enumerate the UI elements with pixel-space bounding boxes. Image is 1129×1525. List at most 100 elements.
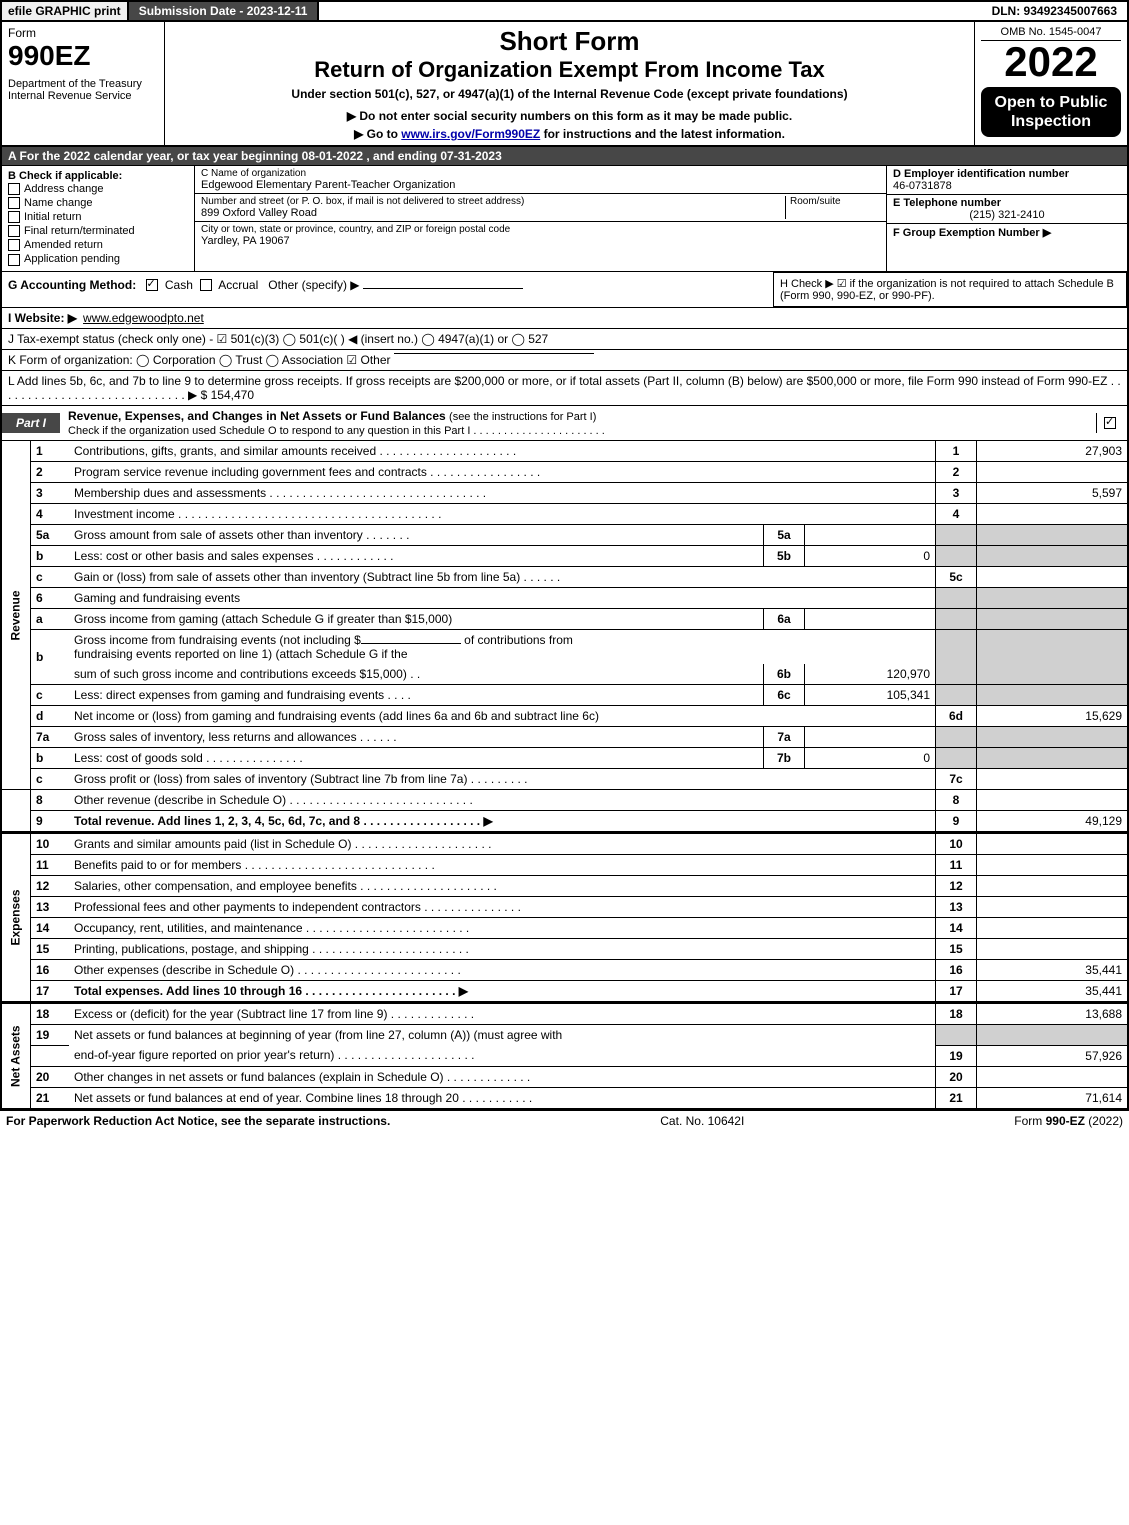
table-row: 19 Net assets or fund balances at beginn… bbox=[1, 1024, 1128, 1045]
line-j-tax-exempt: J Tax-exempt status (check only one) - ☑… bbox=[0, 329, 1129, 350]
table-row: c Gain or (loss) from sale of assets oth… bbox=[1, 566, 1128, 587]
form-header: Form 990EZ Department of the Treasury In… bbox=[0, 22, 1129, 147]
ein-label: D Employer identification number bbox=[893, 168, 1121, 180]
tax-year: 2022 bbox=[981, 41, 1121, 83]
group-exemption-label: F Group Exemption Number ▶ bbox=[893, 227, 1051, 239]
paperwork-notice: For Paperwork Reduction Act Notice, see … bbox=[6, 1114, 390, 1128]
info-grid: B Check if applicable: Address change Na… bbox=[0, 166, 1129, 272]
table-row: 5a Gross amount from sale of assets othe… bbox=[1, 524, 1128, 545]
table-row-total-expenses: 17 Total expenses. Add lines 10 through … bbox=[1, 980, 1128, 1001]
line-i-website: I Website: ▶ www.edgewoodpto.net bbox=[0, 308, 1129, 329]
room-suite-label: Room/suite bbox=[790, 196, 880, 207]
table-row: 2 Program service revenue including gove… bbox=[1, 461, 1128, 482]
return-title: Return of Organization Exempt From Incom… bbox=[171, 57, 968, 83]
short-form-title: Short Form bbox=[171, 26, 968, 57]
table-row: c Less: direct expenses from gaming and … bbox=[1, 684, 1128, 705]
cb-cash[interactable] bbox=[146, 279, 158, 291]
open-public-badge: Open to Public Inspection bbox=[981, 87, 1121, 137]
table-row: b Less: cost of goods sold . . . . . . .… bbox=[1, 747, 1128, 768]
cb-initial-return[interactable]: Initial return bbox=[8, 210, 188, 224]
form-id-footer: Form 990-EZ (2022) bbox=[1014, 1114, 1123, 1128]
cat-no: Cat. No. 10642I bbox=[660, 1114, 744, 1128]
net-assets-side-label: Net Assets bbox=[1, 1003, 31, 1109]
cb-accrual[interactable] bbox=[200, 279, 212, 291]
page-footer: For Paperwork Reduction Act Notice, see … bbox=[0, 1110, 1129, 1131]
street-label: Number and street (or P. O. box, if mail… bbox=[201, 196, 785, 207]
table-row: 13 Professional fees and other payments … bbox=[1, 896, 1128, 917]
table-row: Net Assets 18 Excess or (deficit) for th… bbox=[1, 1003, 1128, 1025]
revenue-side-label: Revenue bbox=[1, 441, 31, 790]
table-row: a Gross income from gaming (attach Sched… bbox=[1, 608, 1128, 629]
line-l-gross-receipts: L Add lines 5b, 6c, and 7b to line 9 to … bbox=[0, 371, 1129, 406]
irs-link[interactable]: www.irs.gov/Form990EZ bbox=[401, 127, 540, 141]
revenue-table: Revenue 1 Contributions, gifts, grants, … bbox=[0, 441, 1129, 790]
table-row: Revenue 1 Contributions, gifts, grants, … bbox=[1, 441, 1128, 462]
section-b: B Check if applicable: Address change Na… bbox=[2, 166, 195, 271]
no-ssn-warning: ▶ Do not enter social security numbers o… bbox=[171, 109, 968, 123]
table-row: 11 Benefits paid to or for members . . .… bbox=[1, 854, 1128, 875]
table-row: b Gross income from fundraising events (… bbox=[1, 629, 1128, 664]
goto-instructions: ▶ Go to www.irs.gov/Form990EZ for instru… bbox=[171, 127, 968, 141]
line-a-tax-year: A For the 2022 calendar year, or tax yea… bbox=[0, 147, 1129, 166]
part-1-label: Part I bbox=[2, 413, 60, 433]
dln-number: DLN: 93492345007663 bbox=[982, 2, 1127, 20]
table-row: 12 Salaries, other compensation, and emp… bbox=[1, 875, 1128, 896]
section-c: C Name of organization Edgewood Elementa… bbox=[195, 166, 887, 271]
cb-schedule-o[interactable] bbox=[1104, 417, 1116, 429]
table-row: 4 Investment income . . . . . . . . . . … bbox=[1, 503, 1128, 524]
org-name-label: C Name of organization bbox=[201, 168, 880, 179]
cb-application-pending[interactable]: Application pending bbox=[8, 252, 188, 266]
table-row: 21 Net assets or fund balances at end of… bbox=[1, 1087, 1128, 1109]
header-left-col: Form 990EZ Department of the Treasury In… bbox=[2, 22, 165, 145]
dept-treasury: Department of the Treasury Internal Reve… bbox=[8, 78, 158, 102]
submission-date: Submission Date - 2023-12-11 bbox=[129, 2, 320, 20]
phone-label: E Telephone number bbox=[893, 197, 1121, 209]
line-k-form-org: K Form of organization: ◯ Corporation ◯ … bbox=[0, 350, 1129, 371]
cb-name-change[interactable]: Name change bbox=[8, 196, 188, 210]
phone-value: (215) 321-2410 bbox=[893, 209, 1121, 221]
part-1-title: Revenue, Expenses, and Changes in Net As… bbox=[60, 406, 1096, 440]
website-value[interactable]: www.edgewoodpto.net bbox=[83, 311, 204, 325]
city-label: City or town, state or province, country… bbox=[201, 224, 880, 235]
cb-address-change[interactable]: Address change bbox=[8, 182, 188, 196]
group-exemption-row: F Group Exemption Number ▶ bbox=[887, 224, 1127, 241]
table-row: 14 Occupancy, rent, utilities, and maint… bbox=[1, 917, 1128, 938]
expenses-side-label: Expenses bbox=[1, 833, 31, 1002]
line-l-amount: $ 154,470 bbox=[201, 388, 254, 402]
efile-print-label[interactable]: efile GRAPHIC print bbox=[2, 2, 129, 20]
cb-amended-return[interactable]: Amended return bbox=[8, 238, 188, 252]
org-name-row: C Name of organization Edgewood Elementa… bbox=[195, 166, 886, 194]
section-d: D Employer identification number 46-0731… bbox=[887, 166, 1127, 271]
table-row: 20 Other changes in net assets or fund b… bbox=[1, 1066, 1128, 1087]
header-right: OMB No. 1545-0047 2022 Open to Public In… bbox=[975, 22, 1127, 145]
table-row: 15 Printing, publications, postage, and … bbox=[1, 938, 1128, 959]
table-row: 7a Gross sales of inventory, less return… bbox=[1, 726, 1128, 747]
under-section-text: Under section 501(c), 527, or 4947(a)(1)… bbox=[171, 87, 968, 101]
revenue-table-2: 8 Other revenue (describe in Schedule O)… bbox=[0, 790, 1129, 832]
expenses-table: Expenses 10 Grants and similar amounts p… bbox=[0, 832, 1129, 1002]
table-row: end-of-year figure reported on prior yea… bbox=[1, 1045, 1128, 1066]
form-label: Form bbox=[8, 26, 158, 40]
table-row: 8 Other revenue (describe in Schedule O)… bbox=[1, 790, 1128, 811]
line-g-h-row: G Accounting Method: Cash Accrual Other … bbox=[0, 272, 1129, 308]
cb-final-return[interactable]: Final return/terminated bbox=[8, 224, 188, 238]
city-row: City or town, state or province, country… bbox=[195, 222, 886, 249]
table-row: 3 Membership dues and assessments . . . … bbox=[1, 482, 1128, 503]
street-address: 899 Oxford Valley Road bbox=[201, 207, 785, 219]
line-h-box: H Check ▶ ☑ if the organization is not r… bbox=[773, 272, 1127, 307]
city-state-zip: Yardley, PA 19067 bbox=[201, 235, 880, 247]
part-1-header: Part I Revenue, Expenses, and Changes in… bbox=[0, 406, 1129, 441]
topbar: efile GRAPHIC print Submission Date - 20… bbox=[0, 0, 1129, 22]
table-row: c Gross profit or (loss) from sales of i… bbox=[1, 768, 1128, 789]
table-row: Expenses 10 Grants and similar amounts p… bbox=[1, 833, 1128, 855]
ein-value: 46-0731878 bbox=[893, 180, 1121, 192]
table-row: 6 Gaming and fundraising events bbox=[1, 587, 1128, 608]
org-name: Edgewood Elementary Parent-Teacher Organ… bbox=[201, 179, 880, 191]
phone-row: E Telephone number (215) 321-2410 bbox=[887, 195, 1127, 224]
net-assets-table: Net Assets 18 Excess or (deficit) for th… bbox=[0, 1002, 1129, 1110]
section-b-title: B Check if applicable: bbox=[8, 170, 188, 182]
header-center: Short Form Return of Organization Exempt… bbox=[165, 22, 975, 145]
table-row: 16 Other expenses (describe in Schedule … bbox=[1, 959, 1128, 980]
ein-row: D Employer identification number 46-0731… bbox=[887, 166, 1127, 195]
table-row-total-revenue: 9 Total revenue. Add lines 1, 2, 3, 4, 5… bbox=[1, 810, 1128, 831]
